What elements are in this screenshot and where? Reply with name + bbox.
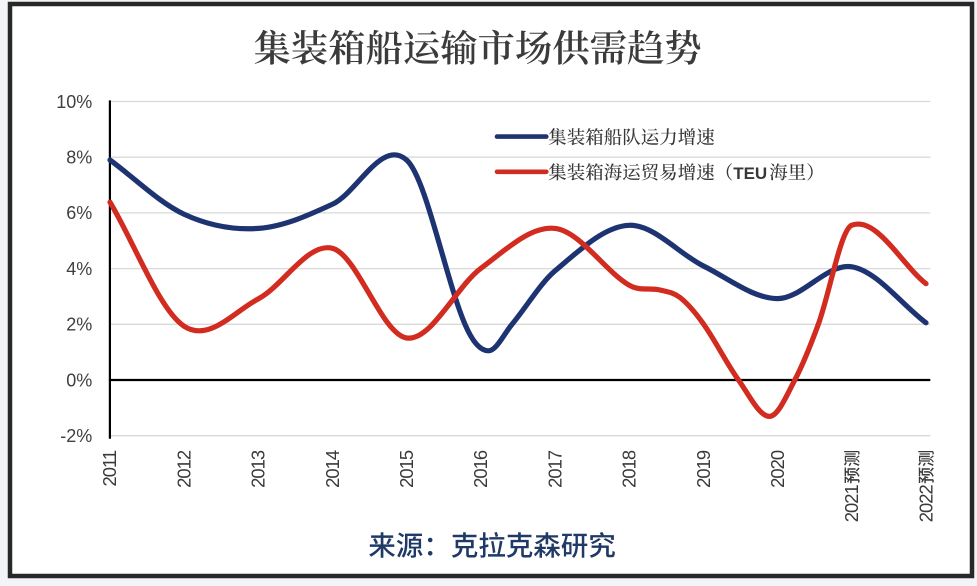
svg-text:2012: 2012: [173, 450, 194, 488]
svg-text:-2%: -2%: [60, 426, 92, 446]
svg-text:2014: 2014: [322, 450, 343, 488]
svg-text:0%: 0%: [66, 370, 92, 390]
svg-text:2011: 2011: [99, 450, 120, 486]
svg-text:2017: 2017: [544, 450, 565, 488]
svg-text:4%: 4%: [66, 259, 92, 279]
svg-text:10%: 10%: [56, 92, 92, 112]
svg-text:8%: 8%: [66, 148, 92, 168]
svg-text:2%: 2%: [66, 315, 92, 335]
svg-text:TEU: TEU: [733, 164, 767, 183]
svg-text:2022: 2022: [915, 485, 936, 523]
svg-text:2016: 2016: [470, 450, 491, 488]
svg-text:2019: 2019: [693, 450, 714, 488]
svg-text:2020: 2020: [767, 450, 788, 488]
svg-text:2013: 2013: [248, 450, 269, 488]
svg-text:6%: 6%: [66, 203, 92, 223]
svg-text:2021: 2021: [841, 485, 862, 523]
svg-text:2015: 2015: [396, 450, 417, 488]
svg-text:2018: 2018: [619, 450, 640, 488]
